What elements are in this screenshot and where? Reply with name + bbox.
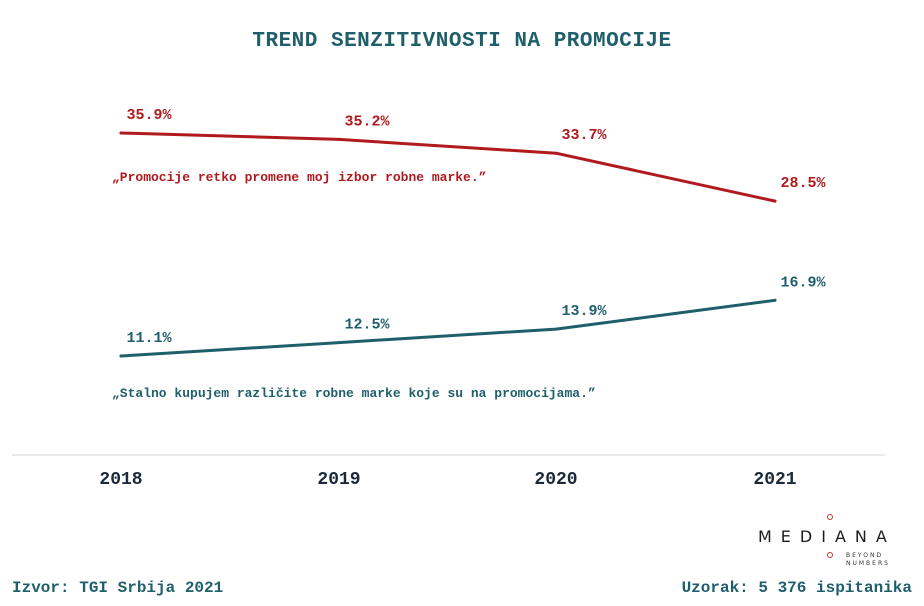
chart-title: TREND SENZITIVNOSTI NA PROMOCIJE	[252, 30, 672, 53]
series-line-red	[119, 131, 777, 203]
data-label: 35.2%	[344, 113, 390, 130]
data-label: 11.1%	[126, 330, 172, 347]
logo-tagline-2: NUMBERS	[846, 560, 890, 567]
data-point	[337, 341, 341, 345]
data-label: 16.9%	[780, 274, 826, 291]
source-note: Izvor: TGI Srbija 2021	[12, 579, 224, 597]
data-label: 35.9%	[126, 107, 172, 124]
logo-accent-dot-top	[827, 514, 833, 520]
data-label: 13.9%	[561, 303, 607, 320]
x-tick-label: 2020	[534, 470, 577, 490]
logo-accent-dot-bottom	[827, 552, 833, 558]
logo-tagline-1: BEYOND	[846, 552, 884, 559]
data-label: 28.5%	[780, 175, 826, 192]
sample-note: Uzorak: 5 376 ispitanika	[681, 579, 912, 597]
data-point	[554, 151, 558, 155]
data-point	[119, 354, 123, 358]
data-point	[773, 298, 777, 302]
series-line-teal	[119, 298, 777, 358]
data-point	[119, 131, 123, 135]
x-tick-label: 2021	[753, 470, 796, 490]
series-annotation: „Promocije retko promene moj izbor robne…	[112, 170, 486, 185]
series-annotation: „Stalno kupujem različite robne marke ko…	[112, 386, 596, 401]
data-label: 33.7%	[561, 127, 607, 144]
mediana-logo: MEDIANA BEYOND NUMBERS	[758, 512, 908, 572]
logo-word: MEDIANA	[758, 527, 896, 546]
data-point	[337, 137, 341, 141]
x-tick-label: 2018	[99, 470, 142, 490]
data-point	[773, 199, 777, 203]
data-point	[554, 327, 558, 331]
data-label: 12.5%	[344, 317, 390, 334]
x-tick-label: 2019	[317, 470, 360, 490]
